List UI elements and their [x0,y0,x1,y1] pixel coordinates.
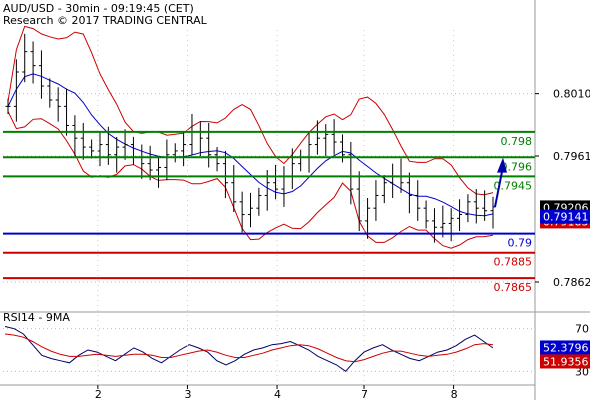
time-tick-label: 4 [274,388,281,400]
forecast-arrow-shaft [494,171,503,208]
rsi-panel [3,326,535,372]
time-tick-label: 3 [184,388,191,400]
support-resistance-levels: 0.798 0.796 0.7945 0.79 0.7885 0.7865 [3,130,535,294]
price-badge-label: 0.79141 [543,211,589,224]
time-ticks: 2 3 4 7 8 [95,30,458,400]
level-label: 0.7865 [494,281,533,294]
level-label: 0.79 [508,237,533,250]
price-tick-label: 0.7862 [553,276,590,289]
rsi-ticks: 70 30 [575,323,589,379]
rsi-badge [540,340,590,355]
rsi-line [4,326,494,372]
level-label: 0.796 [501,160,533,173]
price-tick-label: 0.8010 [553,88,590,101]
rsi-tick-label: 70 [575,323,589,336]
moving-average-line [7,73,494,217]
level-label: 0.7885 [494,256,533,269]
chart-title: AUD/USD - 30min - 09:19:45 (CET) [3,2,194,15]
rsi-badge-label: 51.9356 [543,355,589,368]
rsi-tick-label: 30 [575,365,589,378]
time-tick-label: 2 [95,388,102,400]
chart-subtitle: Research © 2017 TRADING CENTRAL [3,14,208,27]
lower-band-line [7,111,494,249]
time-tick-label: 8 [451,388,458,400]
bollinger-bands [7,25,494,249]
level-label: 0.798 [501,135,533,148]
upper-band-line [7,25,494,196]
rsi-badge [540,354,590,369]
price-ticks: 0.8010 0.7961 0.7862 [535,88,590,289]
price-tick-label: 0.7961 [553,150,590,163]
rsi-title: RSI14 - 9MA [3,311,70,324]
rsi-ma-line [4,333,494,363]
level-label: 0.7945 [494,179,533,192]
price-badge [540,209,590,224]
forecast-arrow-head [497,157,507,173]
time-tick-label: 7 [361,388,368,400]
rsi-badge-label: 52.3796 [543,341,589,354]
forecast-arrow [494,157,507,208]
